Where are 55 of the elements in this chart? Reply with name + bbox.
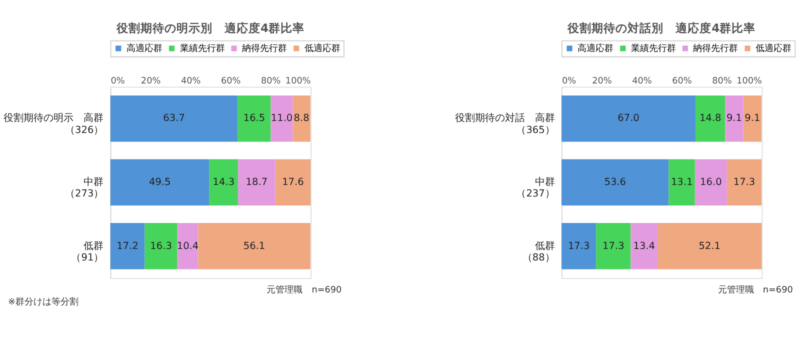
data-label: 52.1 bbox=[698, 240, 721, 252]
x-tick-label: 40% bbox=[180, 76, 201, 87]
y-tick-label: 中群（237） bbox=[516, 176, 555, 200]
y-tick-label: 低群（88） bbox=[522, 240, 555, 264]
y-tick-label: 役割期待の明示 高群（326） bbox=[4, 112, 104, 136]
data-label: 9.1 bbox=[744, 113, 760, 124]
x-tick-label: 0% bbox=[562, 76, 576, 87]
legend-label: 低適応群 bbox=[304, 43, 340, 54]
data-label: 17.6 bbox=[282, 177, 304, 188]
chart-title: 役割期待の対話別 適応度4群比率 bbox=[566, 20, 756, 35]
data-label: 14.8 bbox=[699, 113, 722, 124]
data-label: 16.0 bbox=[700, 177, 722, 188]
x-tick-label: 40% bbox=[632, 76, 652, 87]
data-label: 10.4 bbox=[176, 240, 199, 252]
x-tick-label: 80% bbox=[712, 76, 732, 87]
data-label: 63.7 bbox=[163, 113, 185, 124]
chart-title: 役割期待の明示別 適応度4群比率 bbox=[115, 20, 304, 35]
data-label: 13.1 bbox=[670, 177, 693, 188]
x-tick-label: 0% bbox=[110, 76, 125, 87]
legend-label: 低適応群 bbox=[756, 43, 792, 54]
data-label: 13.4 bbox=[633, 240, 655, 252]
legend-label: 納得先行群 bbox=[242, 43, 288, 54]
x-tick-label: 20% bbox=[592, 76, 612, 87]
data-label: 56.1 bbox=[243, 240, 266, 252]
y-tick-label: 中群（273） bbox=[65, 176, 104, 200]
legend-label: 高適応群 bbox=[126, 43, 162, 54]
text: 元管理職 n=690 bbox=[266, 284, 342, 296]
data-label: 17.3 bbox=[733, 177, 756, 188]
text: 元管理職 n=690 bbox=[718, 284, 794, 296]
data-label: 67.0 bbox=[618, 113, 640, 124]
data-label: 17.3 bbox=[568, 240, 590, 252]
x-tick-label: 60% bbox=[672, 76, 692, 87]
data-label: 16.3 bbox=[150, 240, 172, 252]
y-tick-label: 役割期待の対話 高群（365） bbox=[454, 112, 555, 136]
text: ※群分けは等分割 bbox=[8, 296, 78, 308]
data-label: 17.2 bbox=[116, 240, 138, 252]
x-tick-label: 60% bbox=[220, 76, 241, 87]
data-label: 18.7 bbox=[246, 177, 268, 188]
x-tick-label: 80% bbox=[260, 76, 281, 87]
data-label: 53.6 bbox=[604, 177, 626, 188]
data-label: 9.1 bbox=[726, 113, 742, 124]
data-label: 8.8 bbox=[294, 113, 310, 124]
data-label: 17.3 bbox=[602, 240, 624, 252]
data-label: 11.0 bbox=[270, 113, 293, 124]
legend-label: 納得先行群 bbox=[693, 43, 738, 54]
legend-label: 高適応群 bbox=[578, 43, 614, 54]
x-tick-label: 20% bbox=[140, 76, 161, 87]
data-label: 16.5 bbox=[243, 113, 266, 124]
data-label: 14.3 bbox=[212, 177, 235, 188]
y-tick-label: 低群（91） bbox=[71, 240, 104, 264]
legend-label: 業績先行群 bbox=[630, 43, 676, 54]
data-label: 49.5 bbox=[148, 177, 171, 188]
x-tick-label: 100% bbox=[736, 76, 762, 87]
legend-label: 業績先行群 bbox=[180, 43, 225, 54]
x-tick-label: 100% bbox=[285, 76, 311, 87]
